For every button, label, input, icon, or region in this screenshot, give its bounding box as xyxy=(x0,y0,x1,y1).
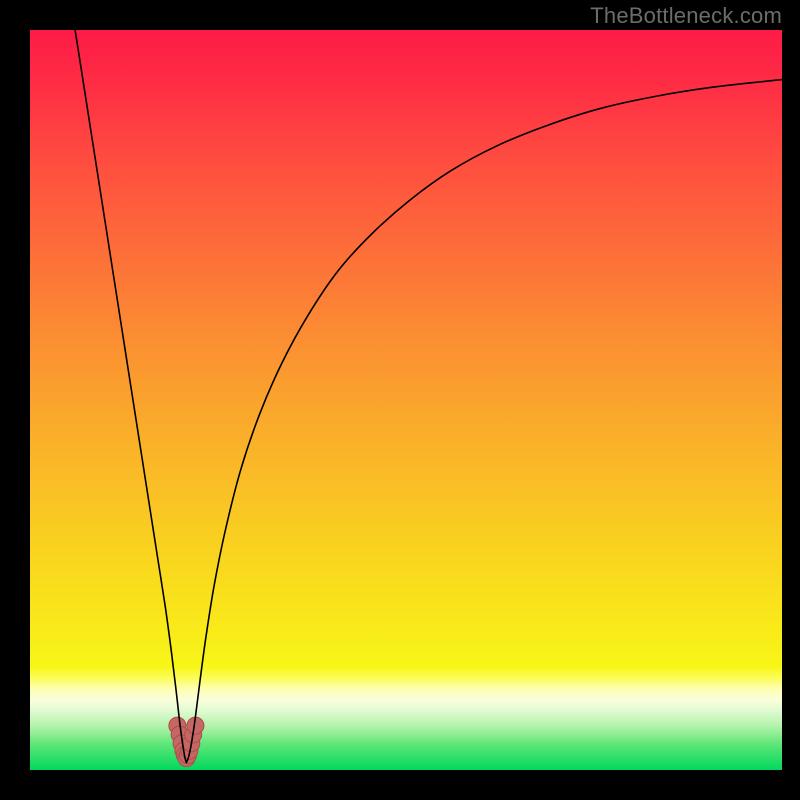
border-right xyxy=(782,0,800,800)
chart-frame: TheBottleneck.com xyxy=(0,0,800,800)
gradient-background xyxy=(30,30,782,770)
watermark-text: TheBottleneck.com xyxy=(590,3,782,29)
plot-svg xyxy=(0,0,800,800)
border-left xyxy=(0,0,30,800)
border-bottom xyxy=(0,770,800,800)
